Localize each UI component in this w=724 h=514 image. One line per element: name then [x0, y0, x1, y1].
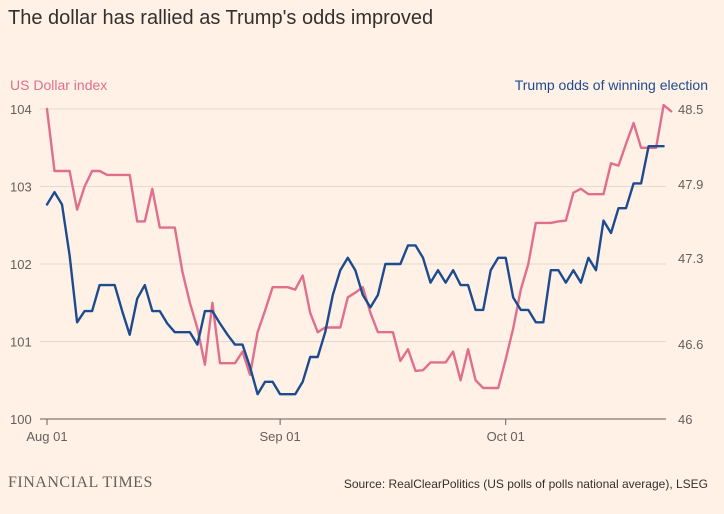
- x-tick-label: Aug 01: [26, 429, 67, 444]
- y-right-tick-label: 46: [678, 412, 692, 427]
- y-left-tick-label: 102: [10, 257, 32, 272]
- source-note: Source: RealClearPolitics (US polls of p…: [343, 477, 708, 491]
- y-left-tick-label: 101: [10, 335, 32, 350]
- x-tick-label: Sep 01: [260, 429, 301, 444]
- y-left-tick-label: 100: [10, 412, 32, 427]
- right-axis-label: Trump odds of winning election: [514, 77, 708, 93]
- left-axis-label: US Dollar index: [10, 77, 108, 93]
- y-right-tick-label: 47.9: [678, 177, 703, 192]
- y-right-tick-label: 48.5: [678, 102, 703, 117]
- y-right-tick-label: 46.6: [678, 337, 703, 352]
- y-right-tick-label: 47.3: [678, 251, 703, 266]
- dollar-index-line: [45, 103, 673, 390]
- brand-logo-text: FINANCIAL TIMES: [8, 474, 153, 491]
- y-left-tick-label: 104: [10, 102, 32, 117]
- chart-title: The dollar has rallied as Trump's odds i…: [8, 7, 434, 29]
- x-tick-label: Oct 01: [487, 429, 525, 444]
- y-left-tick-label: 103: [10, 180, 32, 195]
- trump-odds-line: [45, 144, 665, 396]
